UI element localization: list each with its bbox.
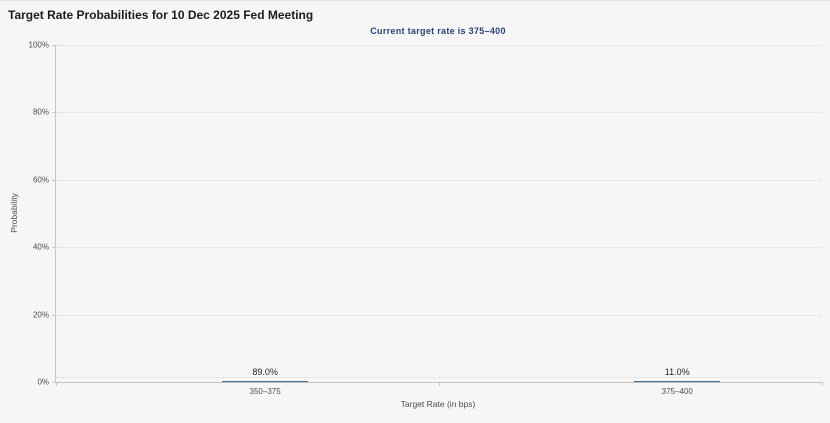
x-tick-label: 375–400: [661, 387, 693, 396]
bar-group: 11.0%: [634, 367, 721, 382]
y-tick-mark: [52, 45, 56, 46]
gridline-40: [56, 247, 822, 249]
x-tick-mark: [56, 382, 57, 386]
x-axis-title: Target Rate (in bps): [400, 399, 476, 409]
chart-subtitle: Current target rate is 375–400: [370, 26, 506, 36]
probability-bar-350-375[interactable]: [222, 381, 309, 382]
probability-bar-375-400[interactable]: [634, 381, 721, 382]
y-tick-mark: [52, 382, 56, 383]
gridline-100: [56, 45, 822, 46]
gridline-60: [56, 179, 822, 181]
y-tick-mark: [52, 247, 56, 249]
y-tick-label: 80%: [32, 107, 49, 117]
chart-title: Target Rate Probabilities for 10 Dec 202…: [8, 8, 314, 22]
bar-group: 89.0%: [222, 367, 309, 382]
y-axis-title: Probability: [9, 193, 19, 233]
y-tick-mark: [52, 179, 56, 181]
gridline-20: [56, 314, 822, 316]
gridline-0: [56, 377, 822, 378]
y-tick-label: 40%: [32, 242, 49, 252]
y-tick-label: 100%: [28, 40, 49, 50]
x-tick-label: 350–375: [249, 387, 281, 396]
x-tick-mark: [822, 382, 823, 386]
y-tick-label: 20%: [32, 310, 49, 320]
y-tick-mark: [52, 314, 56, 316]
y-tick-label: 60%: [32, 175, 49, 185]
y-tick-label: 0%: [37, 377, 49, 387]
gridline-80: [56, 112, 822, 114]
x-tick-mark: [439, 382, 440, 386]
bar-value-label: 11.0%: [664, 367, 690, 377]
y-tick-mark: [52, 112, 56, 114]
plot-area: 0% 20% 40% 60% 80% 100% 89.0% 350–375 11.0% 375–4…: [29, 41, 823, 396]
bar-value-label: 89.0%: [252, 367, 278, 377]
